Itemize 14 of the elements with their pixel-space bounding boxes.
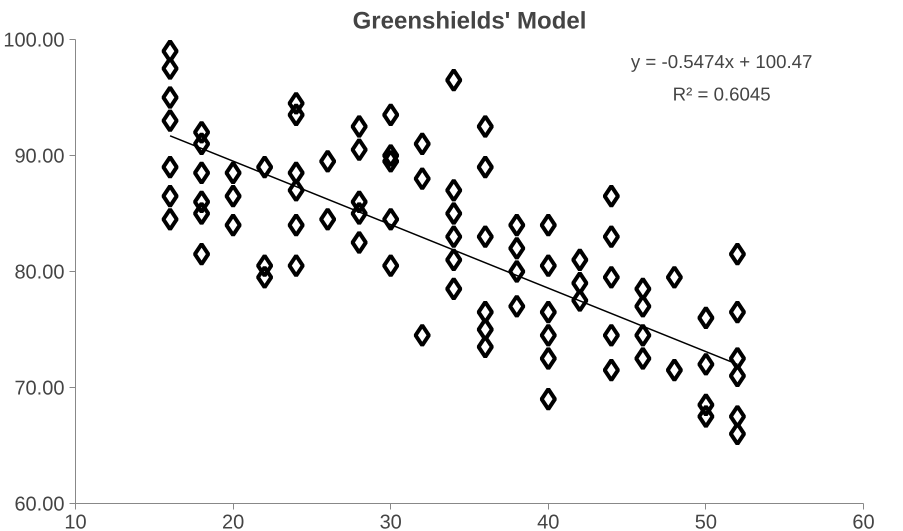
chart-title: Greenshields' Model [352,8,586,34]
annotation: R² = 0.6045 [672,83,771,104]
y-tick-label: 80.00 [14,262,65,284]
y-tick-label: 100.00 [3,30,64,52]
x-tick-label: 10 [64,512,87,531]
annotation: y = -0.5474x + 100.47 [630,50,812,72]
x-tick-label: 40 [537,512,560,531]
x-tick-label: 60 [852,512,875,531]
x-tick-label: 20 [222,512,244,531]
y-tick-label: 70.00 [14,378,65,400]
x-tick-label: 50 [694,512,718,531]
y-tick-label: 90.00 [14,146,65,168]
x-tick-label: 30 [380,512,402,531]
y-tick-label: 60.00 [14,494,65,516]
